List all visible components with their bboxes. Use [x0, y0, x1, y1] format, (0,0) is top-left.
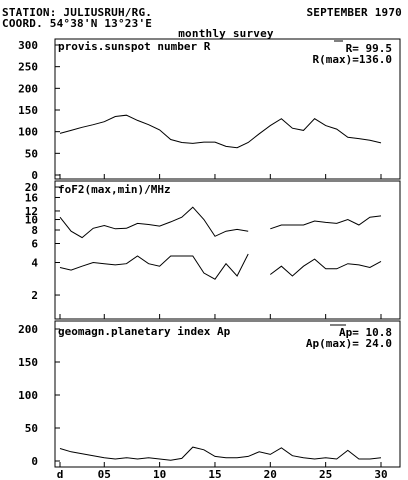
ap-mean-annotation: Ap= 10.8	[339, 326, 392, 339]
ap-ytick-label: 0	[31, 455, 38, 468]
fof2-ytick-label: 6	[31, 237, 38, 250]
fof2-series-1-line	[270, 215, 382, 230]
x-axis-label-15: 15	[208, 468, 221, 480]
fof2-series-2-line	[270, 258, 382, 277]
sunspot-ytick-label: 50	[25, 147, 38, 160]
sunspot-ytick-label: 0	[31, 169, 38, 182]
x-axis-label-05: 05	[98, 468, 111, 480]
fof2-ytick-label: 20	[25, 181, 38, 194]
sunspot-mean-annotation: R= 99.5	[346, 42, 392, 55]
coordinates-label: COORD. 54°38'N 13°23'E	[2, 17, 152, 30]
ap-ytick-label: 50	[25, 422, 38, 435]
fof2-series-1-line	[59, 206, 249, 239]
survey-subtitle: monthly survey	[178, 27, 274, 40]
sunspot-series-1-line	[59, 114, 382, 149]
chart-marks: 0501001502002503002468101216200501001502…	[18, 39, 388, 480]
x-axis-label-d: d	[57, 468, 64, 480]
x-axis-label-30: 30	[374, 468, 387, 480]
ap-series-1-line	[59, 446, 382, 461]
ap-ytick-label: 200	[18, 323, 38, 336]
fof2-ytick-label: 8	[31, 224, 38, 237]
sunspot-max-annotation: R(max)=136.0	[313, 53, 392, 66]
fof2-ytick-label: 12	[25, 205, 38, 218]
sunspot-ytick-label: 100	[18, 126, 38, 139]
ap-max-annotation: Ap(max)= 24.0	[306, 337, 392, 350]
sunspot-ytick-label: 250	[18, 61, 38, 74]
ap-panel-title: geomagn.planetary index Ap	[58, 325, 231, 338]
x-axis-label-10: 10	[153, 468, 166, 480]
fof2-ytick-label: 2	[31, 289, 38, 302]
sunspot-ytick-label: 150	[18, 104, 38, 117]
ap-ytick-label: 100	[18, 389, 38, 402]
x-axis-label-20: 20	[264, 468, 277, 480]
sunspot-panel-frame	[54, 38, 401, 180]
ap-panel-frame	[54, 320, 401, 468]
fof2-ytick-label: 10	[25, 214, 38, 227]
month-label: SEPTEMBER 1970	[306, 6, 402, 19]
ap-ytick-label: 150	[18, 356, 38, 369]
sunspot-ytick-label: 300	[18, 39, 38, 52]
fof2-ytick-label: 16	[25, 191, 39, 204]
station-label: STATION: JULIUSRUH/RG.	[2, 6, 152, 19]
sunspot-ytick-label: 200	[18, 82, 38, 95]
fof2-panel-title: foF2(max,min)/MHz	[58, 183, 171, 196]
fof2-panel-frame	[54, 180, 401, 320]
fof2-ytick-label: 4	[31, 257, 38, 270]
x-axis-label-25: 25	[319, 468, 332, 480]
sunspot-panel-title: provis.sunspot number R	[58, 40, 211, 53]
fof2-series-2-line	[59, 253, 249, 280]
